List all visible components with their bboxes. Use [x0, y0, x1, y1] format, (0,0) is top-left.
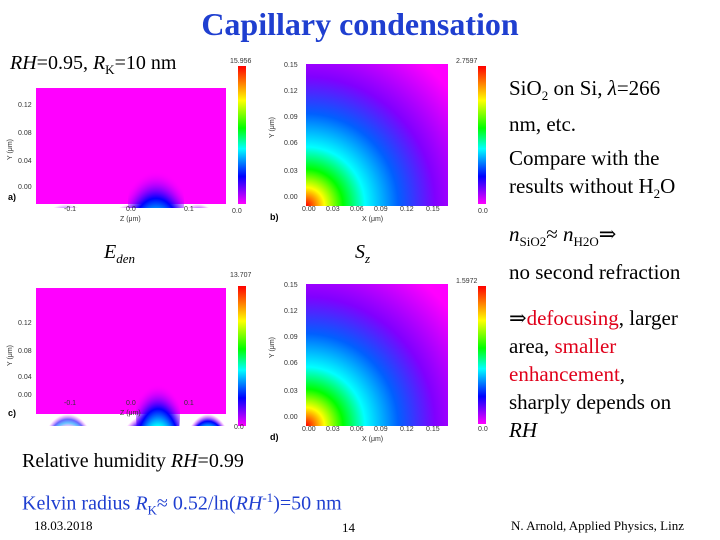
right-text-defocusing: ⇒defocusing, larger area, smaller enhanc…: [509, 306, 678, 442]
plot-b-xtick: 0.12: [400, 206, 414, 213]
plot-a-canvas: [36, 66, 246, 266]
right-text-sio2: SiO2 on Si, λ=266 nm, etc.: [509, 76, 661, 137]
plot-c-ytick: 0.08: [18, 348, 32, 355]
plot-a-panel-label: a): [8, 192, 17, 202]
plot-c-cbar-max: 13.707: [230, 272, 252, 279]
right-text-compare: Compare with the results without H2O: [509, 146, 676, 202]
label-eden: Eden: [104, 241, 135, 266]
footer-date: 18.03.2018: [34, 518, 93, 533]
plot-b-xtick: 0.06: [350, 206, 364, 213]
plot-a-xtick: 0.1: [184, 206, 194, 213]
plot-d-field: [306, 284, 448, 426]
plot-d-ytick: 0.00: [284, 414, 298, 421]
plot-d-xtick: 0.06: [350, 426, 364, 433]
plot-d-ytick: 0.09: [284, 334, 298, 341]
plot-b-canvas: [306, 64, 486, 206]
plot-c-ytick: 0.12: [18, 320, 32, 327]
plot-d-xtick: 0.15: [426, 426, 440, 433]
plot-a-cbar-max: 15.956: [230, 58, 252, 65]
plot-c-xlabel: Z (μm): [120, 410, 141, 417]
plot-a: 15.956 0.0 0.12 0.08 0.04 0.00 -0.1 0.0 …: [7, 58, 258, 266]
plot-c-ylabel: Y (μm): [7, 344, 15, 367]
footer-page-number: 14: [342, 520, 355, 535]
plot-a-ytick: 0.04: [18, 158, 32, 165]
plot-d-cbar-min: 0.0: [478, 426, 488, 433]
plot-d-xtick: 0.12: [400, 426, 414, 433]
plot-d-colorbar: [478, 286, 486, 424]
plot-d-canvas: [306, 284, 486, 426]
plot-d-xtick: 0.00: [302, 426, 316, 433]
plot-d-ytick: 0.03: [284, 388, 298, 395]
plot-c: 13.707 0.0 0.12 0.08 0.04 0.00 -0.1 0.0 …: [7, 272, 258, 476]
plot-a-ylabel: Y (μm): [7, 138, 15, 161]
plot-c-xtick: 0.0: [126, 400, 136, 407]
plot-c-xtick: 0.1: [184, 400, 194, 407]
plot-d: 1.5972 0.0 0.15 0.12 0.09 0.06 0.03 0.00…: [262, 276, 498, 446]
plot-d-panel-label: d): [270, 432, 279, 442]
plot-b-xtick: 0.15: [426, 206, 440, 213]
slide-title: Capillary condensation: [201, 6, 519, 42]
params-top: RH=0.95, RK=10 nm: [10, 52, 177, 77]
plot-a-xlabel: Z (μm): [120, 216, 141, 223]
plot-b-panel-label: b): [270, 212, 279, 222]
plot-b-colorbar: [478, 66, 486, 204]
plot-b-ytick: 0.03: [284, 168, 298, 175]
plot-b-xlabel: X (μm): [362, 216, 384, 223]
plot-b-ytick: 0.06: [284, 140, 298, 147]
plot-c-ytick: 0.04: [18, 374, 32, 381]
plot-a-cbar-min: 0.0: [232, 208, 242, 215]
bottom-kelvin: Kelvin radius RK≈ 0.52/ln(RH-1)=50 nm: [22, 490, 342, 518]
plot-d-ytick: 0.15: [284, 282, 298, 289]
plot-b-ytick: 0.15: [284, 62, 298, 69]
plot-c-ytick: 0.00: [18, 392, 32, 399]
plot-d-xlabel: X (μm): [362, 436, 384, 443]
plot-a-ytick: 0.12: [18, 102, 32, 109]
plot-b-ylabel: Y (μm): [269, 116, 277, 139]
plot-b-cbar-max: 2.7597: [456, 58, 478, 65]
plot-d-xtick: 0.03: [326, 426, 340, 433]
label-sz: Sz: [355, 241, 371, 266]
bottom-rh: Relative humidity RH=0.99: [22, 450, 244, 472]
plot-c-cbar-min: 0.0: [234, 424, 244, 431]
right-text-no-second: no second refraction: [509, 260, 681, 284]
plot-b-ytick: 0.12: [284, 88, 298, 95]
plot-d-ylabel: Y (μm): [269, 336, 277, 359]
right-text-n-eq: nSiO2≈ nH2O⇒: [509, 222, 617, 250]
plot-a-ytick: 0.00: [18, 184, 32, 191]
plot-b-field: [306, 64, 448, 206]
plot-b-xtick: 0.03: [326, 206, 340, 213]
plot-a-ytick: 0.08: [18, 130, 32, 137]
plot-c-xtick: -0.1: [64, 400, 77, 407]
plot-c-panel-label: c): [8, 408, 17, 418]
footer-author: N. Arnold, Applied Physics, Linz: [511, 518, 684, 533]
plot-a-colorbar: [238, 66, 246, 204]
plot-d-ytick: 0.06: [284, 360, 298, 367]
plot-b-ytick: 0.00: [284, 194, 298, 201]
plot-a-xtick: -0.1: [64, 206, 77, 213]
plot-c-colorbar: [238, 286, 246, 426]
plot-b-ytick: 0.09: [284, 114, 298, 121]
plot-b-xtick: 0.00: [302, 206, 316, 213]
plot-d-xtick: 0.09: [374, 426, 388, 433]
plot-b: 2.7597 0.0 0.15 0.12 0.09 0.06 0.03 0.00…: [262, 58, 498, 226]
plot-b-xtick: 0.09: [374, 206, 388, 213]
plot-d-cbar-max: 1.5972: [456, 278, 478, 285]
plot-b-cbar-min: 0.0: [478, 208, 488, 215]
plot-d-ytick: 0.12: [284, 308, 298, 315]
plot-a-xtick: 0.0: [126, 206, 136, 213]
